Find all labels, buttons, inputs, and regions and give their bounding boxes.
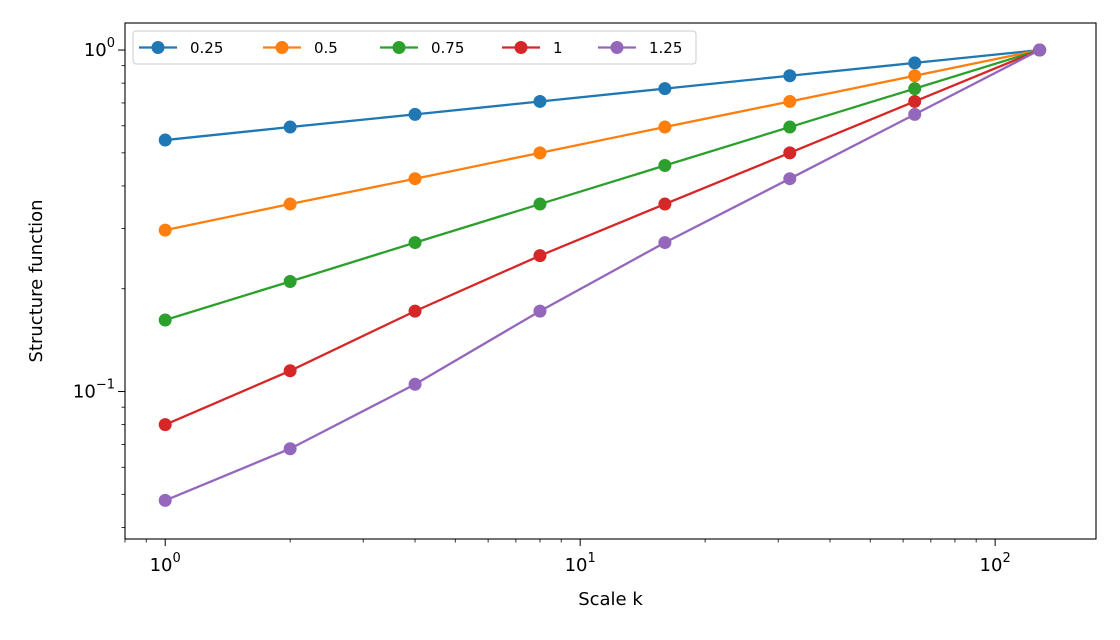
series-line: [165, 48, 1040, 142]
data-point: [658, 159, 672, 173]
data-point: [658, 236, 672, 250]
data-point: [908, 56, 922, 70]
legend-marker: [392, 41, 406, 54]
minor-ticks: [121, 65, 977, 543]
data-point: [408, 236, 422, 250]
data-point: [408, 172, 422, 186]
data-point: [283, 275, 297, 289]
data-point: [408, 304, 422, 318]
legend-item: 0.25: [139, 39, 223, 57]
data-point: [158, 133, 172, 147]
data-point: [783, 94, 797, 108]
series-line: [164, 48, 1040, 232]
data-point: [908, 107, 922, 121]
data-point: [158, 493, 172, 507]
data-point: [658, 120, 672, 134]
data-point: [783, 69, 797, 83]
series-line: [164, 48, 1041, 426]
data-point: [783, 120, 797, 134]
legend-label: 0.75: [431, 39, 464, 57]
series-5: [158, 43, 1047, 507]
y-tick-label: 10−1: [73, 378, 115, 403]
data-point: [283, 442, 297, 456]
legend-marker: [610, 41, 624, 54]
data-point: [658, 197, 672, 211]
data-point: [158, 313, 172, 327]
legend-marker: [151, 41, 165, 54]
legend-label: 1.25: [649, 39, 682, 57]
data-point: [533, 197, 547, 211]
y-tick-label: 100: [84, 36, 115, 61]
data-point: [408, 107, 422, 121]
major-ticks: 100 101 102 10−1 100: [73, 36, 1011, 576]
plot-frame: [124, 22, 1097, 540]
legend-item: 0.5: [263, 39, 338, 57]
plot-background: [125, 23, 1096, 539]
series-3: [158, 43, 1047, 327]
legend-item: 0.75: [380, 39, 464, 57]
data-point: [158, 418, 172, 432]
series-line: [164, 48, 1040, 322]
data-point: [283, 120, 297, 134]
data-point: [533, 146, 547, 160]
x-axis-label: Scale k: [578, 589, 643, 610]
data-point: [533, 249, 547, 263]
x-tick-label: 102: [980, 551, 1011, 576]
data-point: [283, 197, 297, 211]
data-point: [783, 146, 797, 160]
legend-item: 1: [502, 39, 563, 57]
legend-label: 1: [553, 39, 563, 57]
series-layer: [158, 43, 1047, 507]
data-point: [783, 172, 797, 186]
legend: 0.25 0.5 0.75 1 1.25: [132, 30, 697, 65]
legend-item: 1.25: [598, 39, 682, 57]
legend-marker: [275, 41, 289, 54]
data-point: [408, 377, 422, 391]
data-point: [283, 364, 297, 378]
data-point: [908, 82, 922, 96]
legend-marker: [514, 41, 528, 54]
data-point: [158, 223, 172, 237]
data-point: [1033, 43, 1047, 57]
series-line: [164, 49, 1041, 502]
legend-label: 0.25: [190, 39, 223, 57]
y-axis-label: Structure function: [26, 200, 47, 363]
data-point: [908, 69, 922, 83]
x-tick-label: 100: [150, 551, 181, 576]
data-point: [908, 94, 922, 108]
data-point: [533, 94, 547, 108]
data-point: [533, 304, 547, 318]
data-point: [658, 82, 672, 96]
x-tick-label: 101: [565, 551, 596, 576]
legend-label: 0.5: [314, 39, 338, 57]
